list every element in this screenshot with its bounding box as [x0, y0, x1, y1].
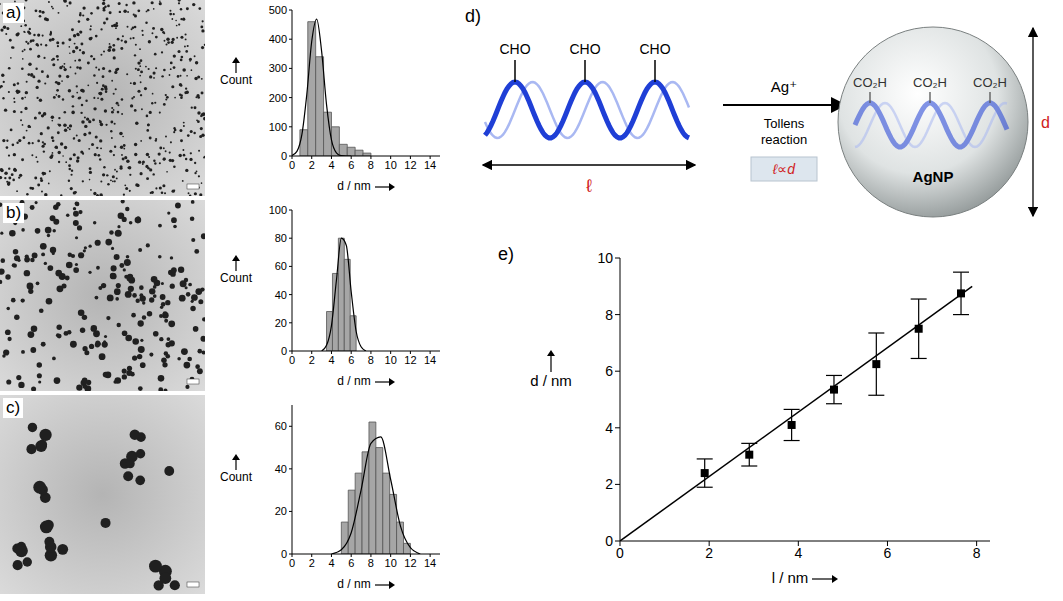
svg-text:6: 6: [348, 354, 354, 366]
svg-text:0: 0: [289, 557, 295, 569]
html-text:Count: Count: [220, 270, 252, 285]
svg-text:10: 10: [385, 354, 397, 366]
svg-text:8: 8: [605, 307, 613, 323]
html-text:d / nm: d / nm: [337, 179, 371, 193]
svg-text:0: 0: [616, 545, 624, 561]
svg-text:300: 300: [269, 62, 287, 74]
html-text:l / nm: l / nm: [771, 569, 809, 586]
html-text:a): a): [6, 3, 22, 22]
html-text:b): b): [6, 203, 22, 222]
svg-text:12: 12: [404, 354, 416, 366]
svg-text:d: d: [1041, 114, 1050, 131]
svg-text:8: 8: [368, 557, 374, 569]
svg-text:0: 0: [281, 150, 287, 162]
svg-text:6: 6: [348, 159, 354, 171]
html-text:Count: Count: [220, 73, 252, 87]
svg-text:2: 2: [309, 354, 315, 366]
svg-text:80: 80: [275, 232, 287, 244]
svg-text:40: 40: [275, 289, 287, 301]
html-text:d / nm: d / nm: [337, 577, 371, 591]
svg-text:8: 8: [368, 159, 374, 171]
svg-text:2: 2: [605, 476, 613, 492]
svg-text:0: 0: [281, 345, 287, 357]
html-text:Count: Count: [220, 469, 252, 484]
svg-text:AgNP: AgNP: [913, 168, 954, 185]
svg-text:reaction: reaction: [761, 132, 807, 147]
svg-text:6: 6: [605, 363, 613, 379]
svg-text:0: 0: [289, 159, 295, 171]
svg-text:CHO: CHO: [499, 41, 530, 57]
svg-text:14: 14: [424, 557, 436, 569]
svg-text:6: 6: [884, 545, 892, 561]
svg-text:14: 14: [424, 159, 436, 171]
svg-text:10: 10: [385, 159, 397, 171]
svg-text:4: 4: [328, 354, 334, 366]
svg-text:4: 4: [794, 545, 802, 561]
html-text:e): e): [498, 244, 514, 264]
svg-text:2: 2: [309, 159, 315, 171]
svg-text:40: 40: [275, 463, 287, 475]
svg-text:Tollens: Tollens: [764, 116, 805, 131]
html-text:d / nm: d / nm: [530, 372, 572, 389]
svg-text:CO₂H: CO₂H: [973, 75, 1007, 90]
svg-text:Ag⁺: Ag⁺: [771, 78, 797, 95]
svg-text:CHO: CHO: [569, 41, 600, 57]
svg-text:d): d): [465, 6, 481, 26]
svg-text:CO₂H: CO₂H: [913, 75, 947, 90]
svg-text:6: 6: [348, 557, 354, 569]
svg-text:12: 12: [404, 557, 416, 569]
svg-text:100: 100: [269, 121, 287, 133]
svg-text:ℓ∝d: ℓ∝d: [772, 161, 797, 177]
svg-text:12: 12: [404, 159, 416, 171]
svg-text:10: 10: [385, 557, 397, 569]
svg-text:CHO: CHO: [639, 41, 670, 57]
svg-text:60: 60: [275, 260, 287, 272]
svg-text:4: 4: [328, 557, 334, 569]
svg-text:2: 2: [309, 557, 315, 569]
svg-text:10: 10: [597, 250, 613, 266]
svg-text:60: 60: [275, 420, 287, 432]
svg-text:2: 2: [705, 545, 713, 561]
svg-text:ℓ: ℓ: [586, 176, 592, 196]
svg-text:8: 8: [368, 354, 374, 366]
svg-text:100: 100: [269, 204, 287, 216]
svg-text:CO₂H: CO₂H: [853, 75, 887, 90]
svg-text:0: 0: [605, 533, 613, 549]
svg-text:4: 4: [328, 159, 334, 171]
svg-text:8: 8: [973, 545, 981, 561]
svg-text:20: 20: [275, 317, 287, 329]
html-text:d / nm: d / nm: [337, 374, 371, 388]
svg-text:20: 20: [275, 505, 287, 517]
svg-text:0: 0: [281, 548, 287, 560]
svg-text:500: 500: [269, 4, 287, 16]
svg-text:4: 4: [605, 420, 613, 436]
svg-text:400: 400: [269, 33, 287, 45]
svg-text:200: 200: [269, 92, 287, 104]
svg-text:0: 0: [289, 354, 295, 366]
html-text:c): c): [6, 398, 21, 417]
svg-text:14: 14: [424, 354, 436, 366]
